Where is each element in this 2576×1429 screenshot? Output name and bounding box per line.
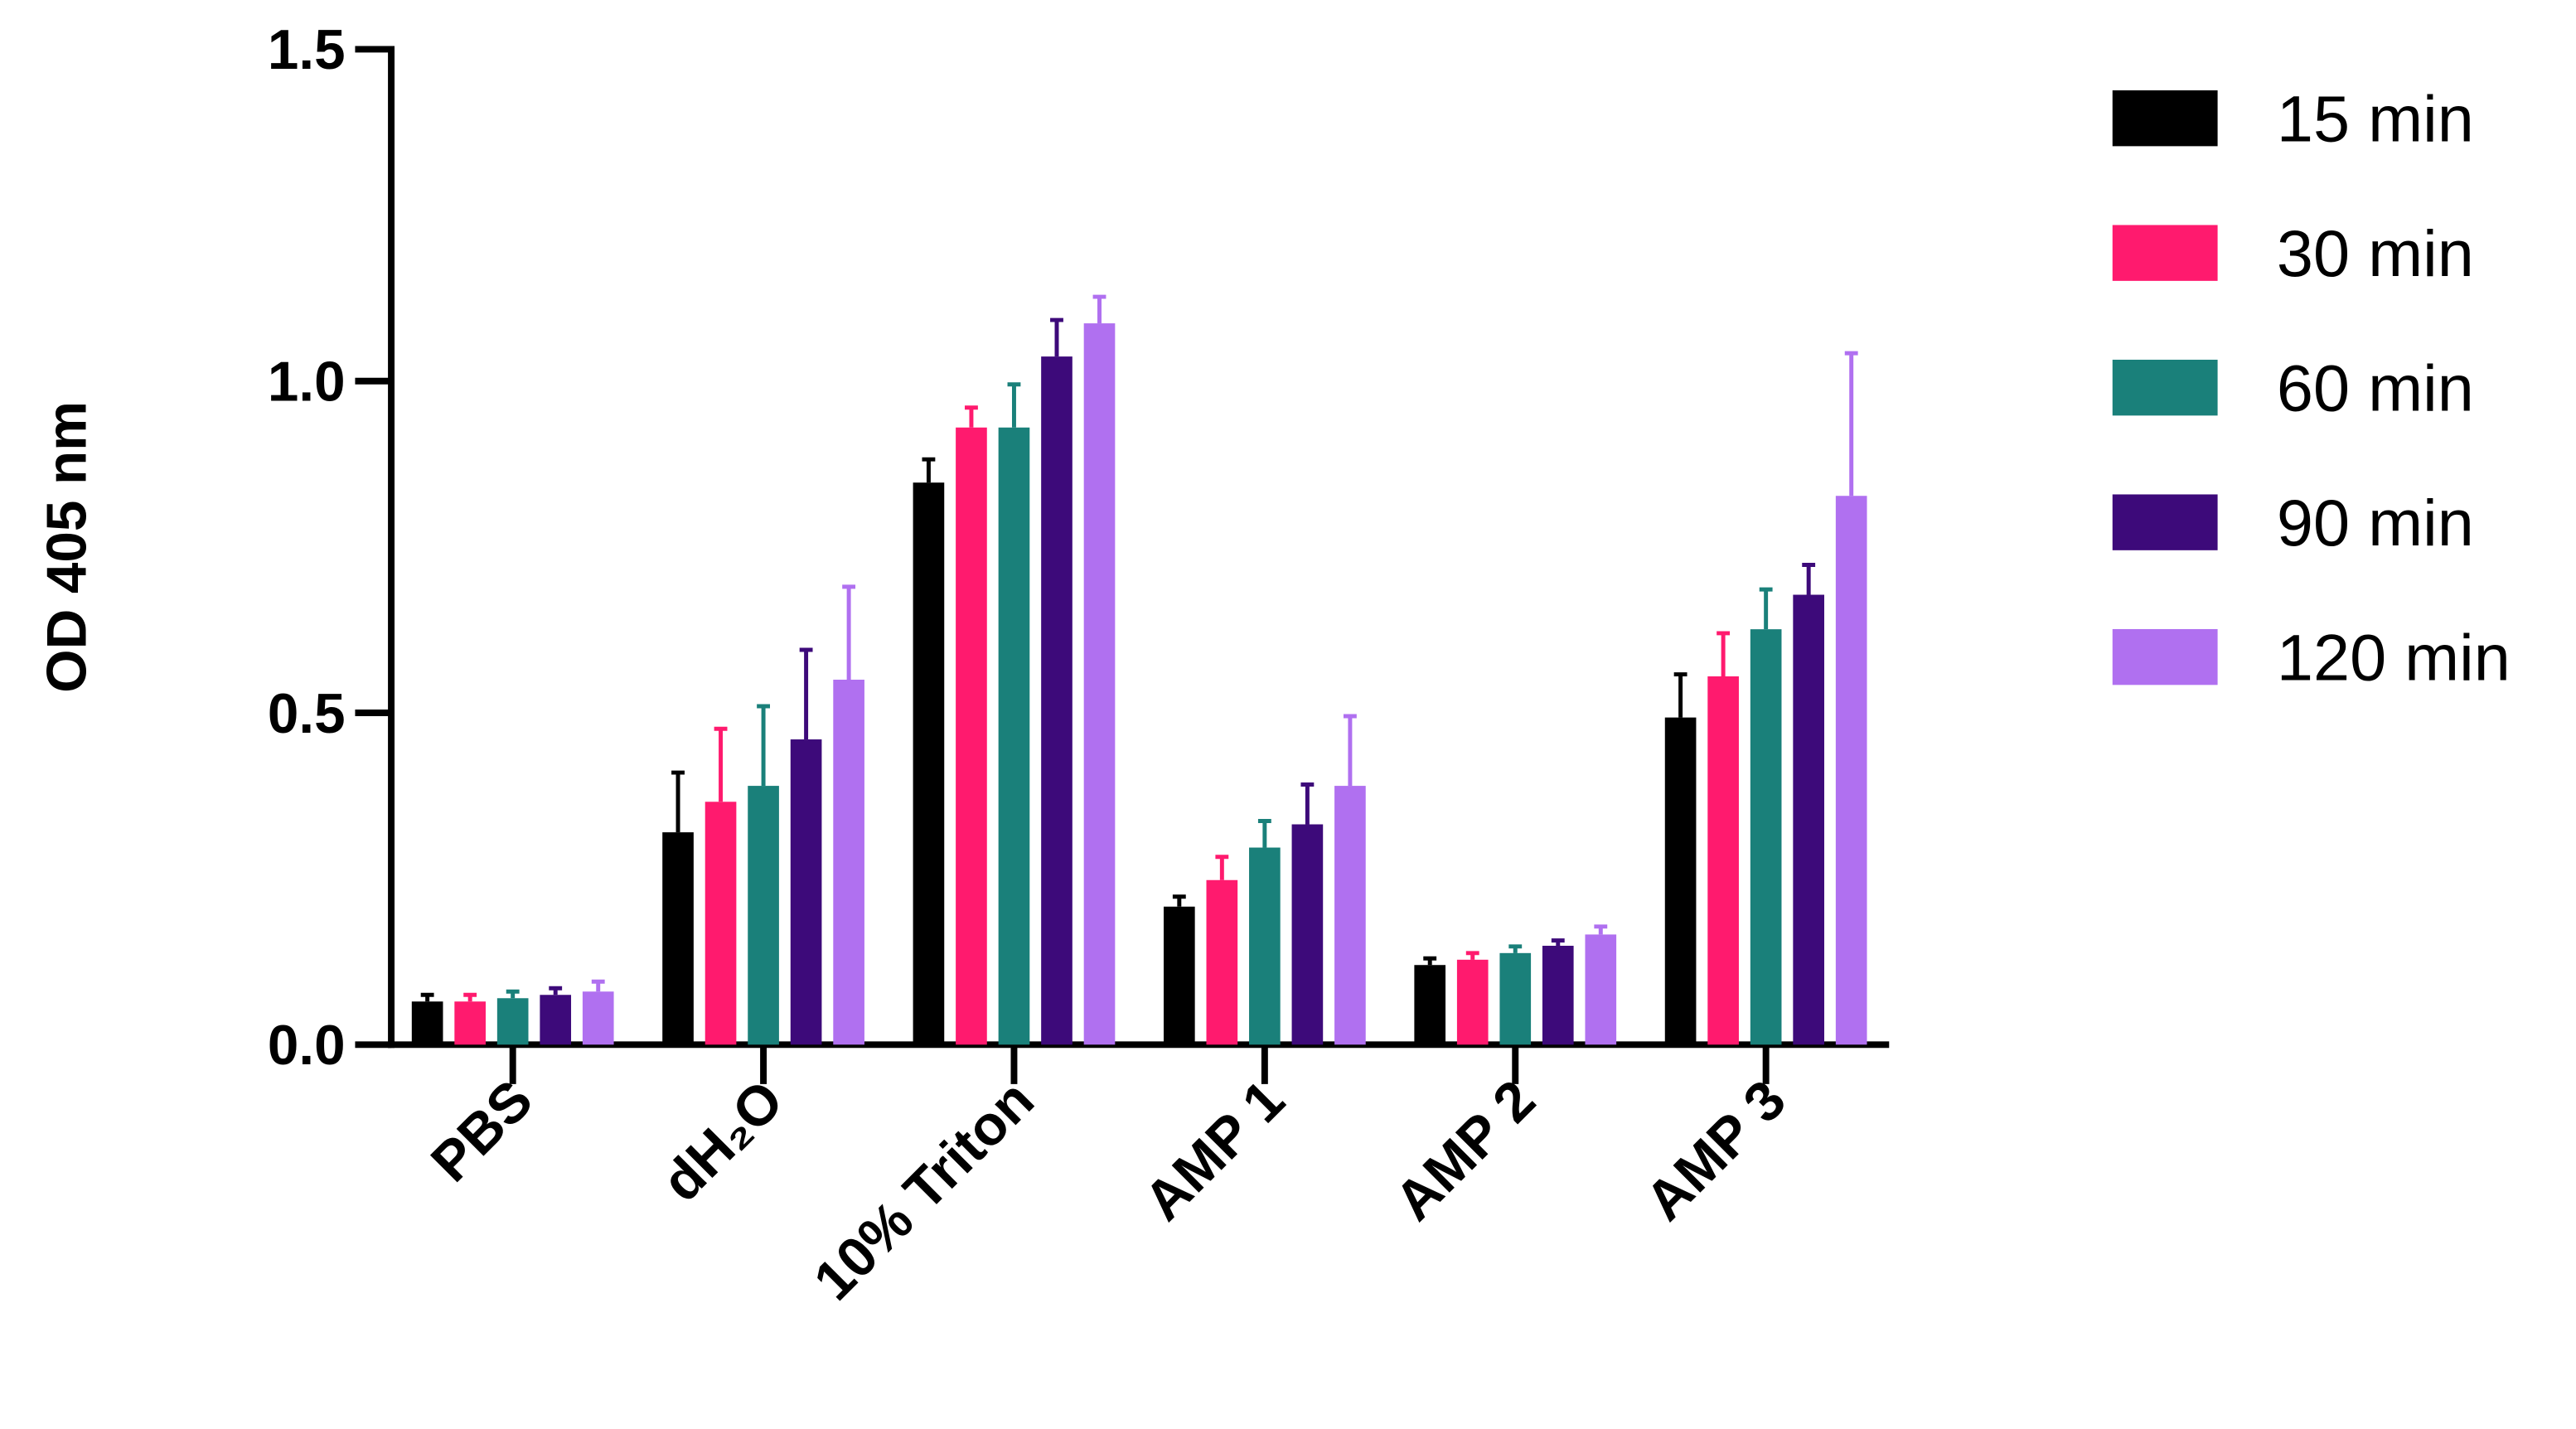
bar: [956, 427, 987, 1045]
legend-label: 90 min: [2277, 486, 2474, 559]
x-tick-label: dH₂O: [651, 1068, 796, 1213]
error-bar: [549, 986, 563, 995]
y-tick-label: 1.5: [268, 19, 346, 81]
bar: [1750, 629, 1782, 1045]
bar: [913, 482, 945, 1045]
legend-swatch: [2112, 494, 2218, 550]
legend-label: 15 min: [2277, 81, 2474, 155]
error-bar: [1423, 956, 1437, 966]
bar: [1456, 959, 1489, 1045]
x-tick-label: PBS: [419, 1068, 545, 1194]
bar: [1163, 906, 1195, 1045]
error-bar: [463, 992, 477, 1002]
error-bar: [1594, 924, 1608, 935]
y-axis-label: OD 405 nm: [36, 401, 98, 693]
error-bar: [1465, 951, 1479, 960]
bar: [1249, 847, 1281, 1045]
error-bar: [922, 457, 936, 483]
bar: [454, 1001, 486, 1045]
error-bar: [1300, 782, 1315, 825]
bar: [1585, 934, 1617, 1045]
y-tick-label: 0.5: [268, 683, 346, 745]
error-bar: [506, 989, 520, 999]
error-bar: [1092, 294, 1106, 324]
bar: [582, 991, 614, 1045]
x-tick-label: 10% Triton: [802, 1068, 1046, 1312]
bar: [1793, 594, 1824, 1045]
legend-label: 60 min: [2277, 351, 2474, 424]
error-bar: [591, 979, 605, 992]
bar: [1291, 824, 1324, 1045]
error-bar: [1759, 587, 1773, 630]
bar: [790, 739, 822, 1045]
error-bar: [1508, 944, 1523, 953]
error-bar: [420, 992, 434, 1002]
error-bar: [1257, 819, 1271, 848]
error-bar: [1673, 672, 1687, 718]
legend-label: 120 min: [2277, 620, 2511, 694]
y-tick-label: 1.0: [268, 351, 346, 414]
error-bar: [799, 647, 813, 740]
error-bar: [1050, 317, 1063, 357]
bar: [496, 998, 529, 1045]
bar: [662, 832, 694, 1045]
bar: [1414, 965, 1446, 1045]
legend-swatch: [2112, 90, 2218, 147]
bar: [1083, 323, 1116, 1045]
error-bar: [842, 584, 856, 680]
legend-swatch: [2112, 359, 2218, 416]
bar: [1664, 717, 1697, 1045]
bar: [1334, 786, 1366, 1045]
error-bar: [1551, 938, 1565, 947]
legend-label: 30 min: [2277, 216, 2474, 290]
x-tick-label: AMP 3: [1634, 1068, 1798, 1233]
x-tick-label: AMP 1: [1132, 1068, 1296, 1233]
error-bar: [714, 726, 728, 802]
bar: [1707, 676, 1739, 1045]
legend-swatch: [2112, 225, 2218, 281]
error-bar: [1802, 563, 1816, 595]
bar: [411, 1001, 443, 1045]
bar: [1206, 879, 1238, 1045]
legend-swatch: [2112, 628, 2218, 685]
bar: [540, 995, 572, 1045]
bar: [1041, 356, 1073, 1045]
y-tick-label: 0.0: [268, 1015, 346, 1077]
error-bar: [1215, 855, 1229, 880]
error-bar: [965, 405, 978, 428]
bar: [1835, 496, 1867, 1045]
bar: [705, 802, 737, 1045]
bar: [1499, 952, 1532, 1045]
bar: [833, 679, 864, 1045]
bar: [998, 427, 1030, 1045]
error-bar: [757, 704, 771, 787]
error-bar: [1844, 351, 1858, 497]
error-bar: [1172, 894, 1186, 907]
bar: [1542, 946, 1574, 1045]
error-bar: [1007, 382, 1021, 428]
error-bar: [1343, 714, 1357, 787]
x-tick-label: AMP 2: [1383, 1068, 1547, 1233]
error-bar: [1717, 631, 1731, 676]
bar: [748, 786, 779, 1045]
error-bar: [671, 770, 685, 833]
